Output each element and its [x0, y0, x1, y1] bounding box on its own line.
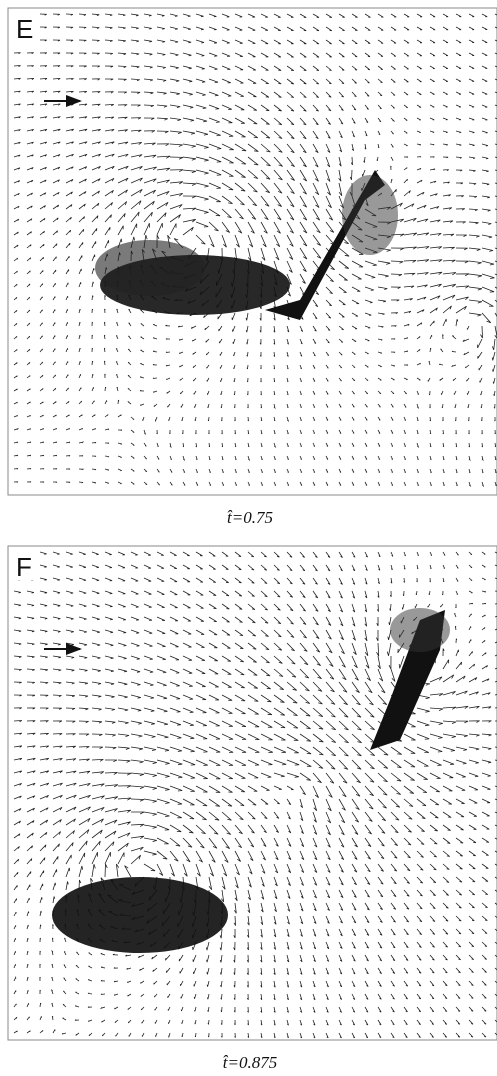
- panel-caption: t̂=0.875: [223, 1053, 277, 1072]
- panel-frame: [7, 7, 497, 496]
- dense-region: [95, 240, 205, 296]
- panel-caption: t̂=0.75: [227, 508, 273, 527]
- panel-label: F: [16, 552, 32, 582]
- panel-label: E: [16, 14, 33, 44]
- dense-region: [52, 877, 228, 953]
- dense-region: [390, 608, 450, 652]
- vector-field: [13, 551, 497, 1039]
- vector-field: [13, 13, 497, 488]
- label-background: [14, 12, 40, 42]
- dense-region: [342, 175, 398, 255]
- label-background: [14, 550, 40, 580]
